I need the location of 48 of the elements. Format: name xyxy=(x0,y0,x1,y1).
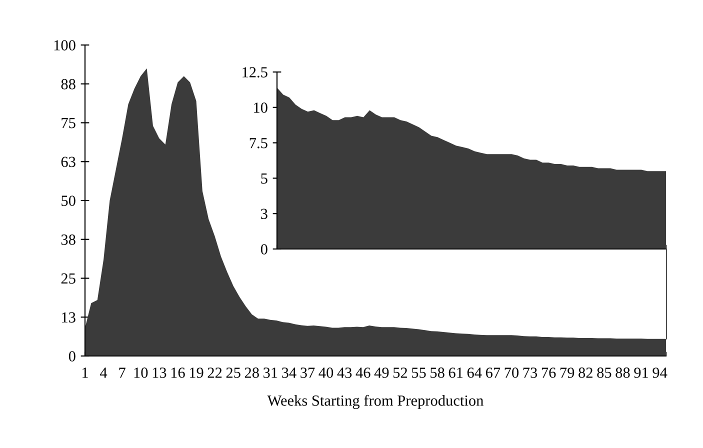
x-tick-label: 82 xyxy=(578,368,592,378)
x-tick-label: 70 xyxy=(504,368,519,378)
x-tick-label: 22 xyxy=(208,368,222,378)
x-tick-label: 25 xyxy=(226,368,240,378)
y-tick-label: 13 xyxy=(62,312,76,323)
x-tick-label: 55 xyxy=(412,368,426,378)
x-tick-label: 73 xyxy=(523,368,538,378)
y-tick-label: 50 xyxy=(62,196,76,206)
x-tick-label: 49 xyxy=(374,368,389,378)
x-tick-label: 1 xyxy=(82,368,88,378)
x-axis-title: Weeks Starting from Preproduction xyxy=(267,394,484,409)
x-tick-label: 76 xyxy=(542,368,556,378)
x-tick-label: 40 xyxy=(318,368,334,378)
y-tick-label: 3 xyxy=(261,208,268,220)
x-tick-label: 13 xyxy=(152,368,166,378)
x-tick-label: 4 xyxy=(100,368,108,378)
x-tick-label: 58 xyxy=(430,368,444,378)
x-tick-label: 28 xyxy=(244,368,259,378)
y-tick-label: 10 xyxy=(254,102,268,113)
y-tick-label: 38 xyxy=(61,234,76,245)
y-tick-label: 63 xyxy=(61,156,76,168)
x-tick-label: 88 xyxy=(616,368,630,378)
x-tick-label: 7 xyxy=(119,368,126,378)
y-tick-label: 0 xyxy=(260,244,268,254)
x-tick-label: 91 xyxy=(634,368,648,378)
x-tick-label: 10 xyxy=(134,368,148,378)
x-tick-label: 19 xyxy=(190,368,204,378)
y-tick-label: 5 xyxy=(261,173,268,184)
y-tick-label: 88 xyxy=(61,79,76,90)
x-tick-label: 85 xyxy=(597,368,612,378)
y-tick-label: 0 xyxy=(68,351,76,362)
x-tick-label: 79 xyxy=(560,368,574,378)
x-tick-label: 43 xyxy=(337,368,352,378)
x-tick-label: 16 xyxy=(171,368,185,378)
x-tick-label: 64 xyxy=(467,368,482,378)
x-tick-label: 46 xyxy=(356,368,370,378)
y-tick-label: 25 xyxy=(61,273,76,284)
y-tick-label: 12.5 xyxy=(242,67,268,78)
x-tick-label: 34 xyxy=(282,368,296,378)
y-tick-label: 7.5 xyxy=(250,138,268,148)
x-tick-label: 94 xyxy=(652,368,668,378)
x-tick-label: 67 xyxy=(486,368,500,378)
x-tick-label: 52 xyxy=(393,368,408,378)
x-tick-label: 61 xyxy=(448,368,463,378)
y-tick-label: 75 xyxy=(62,118,76,128)
x-tick-label: 37 xyxy=(300,368,315,378)
y-tick-label: 100 xyxy=(54,40,76,50)
x-tick-label: 31 xyxy=(264,368,278,378)
